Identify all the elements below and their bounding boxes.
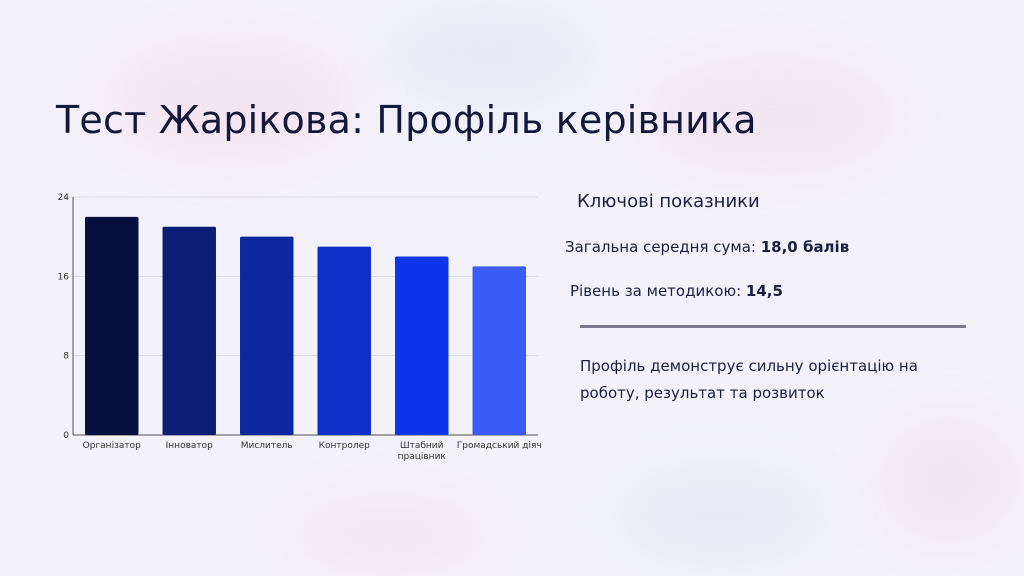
y-tick-label: 16 bbox=[58, 272, 70, 282]
divider bbox=[580, 325, 966, 328]
profile-note: Профіль демонструє сильну орієнтацію на … bbox=[580, 357, 918, 402]
x-tick-label: Мислитель bbox=[241, 441, 293, 451]
y-tick-label: 0 bbox=[63, 431, 69, 441]
metric-value: 14,5 bbox=[745, 282, 783, 300]
background-blob bbox=[640, 60, 900, 170]
key-indicators-heading: Ключові показники bbox=[577, 191, 760, 212]
bar bbox=[472, 266, 526, 435]
bar bbox=[395, 256, 449, 435]
x-tick-label: Громадський діяч bbox=[457, 441, 542, 451]
metric-label: Рівень за методикою: bbox=[570, 282, 746, 300]
metric-method-level: Рівень за методикою: 14,5 bbox=[570, 282, 783, 300]
metric-label: Загальна середня сума: bbox=[565, 238, 761, 256]
metric-total-average: Загальна середня сума: 18,0 балів bbox=[565, 238, 849, 256]
bar bbox=[162, 226, 216, 435]
y-tick-label: 24 bbox=[58, 193, 70, 203]
bar bbox=[317, 246, 371, 435]
background-blob bbox=[280, 500, 500, 570]
background-blob bbox=[380, 10, 600, 100]
background-blob bbox=[610, 470, 830, 560]
bar bbox=[240, 236, 294, 435]
bar bbox=[85, 216, 139, 435]
x-tick-label: Організатор bbox=[83, 441, 141, 451]
x-tick-label: Інноватор bbox=[166, 441, 213, 451]
y-tick-label: 8 bbox=[63, 352, 69, 362]
x-tick-label: Контролер bbox=[319, 441, 371, 451]
x-tick-label: Штабний працівник bbox=[398, 441, 447, 462]
bar-chart: 0 8 16 24 Організатор Інноватор Мислитель Контр… bbox=[58, 193, 542, 462]
background-blob bbox=[100, 40, 360, 160]
metric-value: 18,0 балів bbox=[760, 238, 850, 256]
background-blob bbox=[880, 420, 1020, 540]
page-title: Тест Жарікова: Профіль керівника bbox=[56, 98, 757, 142]
